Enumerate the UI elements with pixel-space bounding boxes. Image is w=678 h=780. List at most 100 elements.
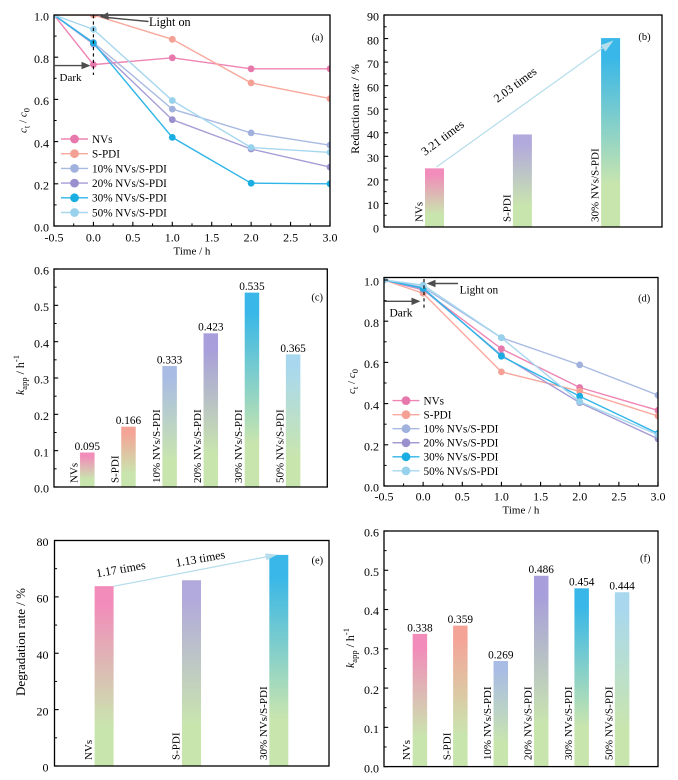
- svg-text:Time / h: Time / h: [174, 245, 211, 257]
- svg-text:2.5: 2.5: [611, 489, 626, 503]
- svg-text:0.6: 0.6: [34, 264, 49, 278]
- svg-text:0.0: 0.0: [416, 489, 431, 503]
- svg-text:0.0: 0.0: [364, 481, 379, 495]
- svg-text:(c): (c): [311, 293, 323, 304]
- svg-text:30: 30: [367, 151, 379, 165]
- svg-text:0: 0: [43, 761, 49, 775]
- svg-text:0.5: 0.5: [34, 300, 49, 314]
- svg-text:0.0: 0.0: [364, 761, 379, 775]
- svg-text:0.2: 0.2: [34, 409, 49, 423]
- svg-text:0.486: 0.486: [528, 564, 554, 576]
- svg-text:0.8: 0.8: [364, 316, 379, 330]
- svg-text:80: 80: [367, 33, 379, 47]
- svg-text:0.2: 0.2: [34, 179, 49, 193]
- svg-text:NVs: NVs: [69, 463, 81, 483]
- svg-text:80: 80: [37, 535, 49, 549]
- svg-text:0.359: 0.359: [448, 614, 474, 626]
- svg-text:kapp / h-1: kapp / h-1: [11, 355, 29, 395]
- svg-text:0.095: 0.095: [75, 441, 101, 453]
- svg-text:NVs: NVs: [83, 740, 95, 760]
- svg-text:(e): (e): [311, 556, 323, 567]
- svg-text:-0.5: -0.5: [375, 489, 394, 503]
- svg-text:90: 90: [367, 10, 379, 24]
- svg-text:60: 60: [37, 592, 49, 606]
- svg-text:30% NVs/S-PDI: 30% NVs/S-PDI: [258, 686, 270, 760]
- svg-text:S-PDI: S-PDI: [171, 732, 183, 760]
- svg-text:Degradation rate / %: Degradation rate / %: [13, 588, 28, 696]
- svg-text:Reduction rate / %: Reduction rate / %: [348, 64, 362, 154]
- svg-text:NVs: NVs: [401, 740, 413, 760]
- svg-text:40: 40: [367, 128, 379, 142]
- svg-text:20% NVs/S-PDI: 20% NVs/S-PDI: [424, 438, 499, 450]
- svg-text:1.0: 1.0: [34, 10, 49, 24]
- svg-text:0.269: 0.269: [488, 649, 514, 661]
- svg-text:0.3: 0.3: [34, 373, 49, 387]
- svg-text:0.2: 0.2: [364, 440, 379, 454]
- svg-text:50% NVs/S-PDI: 50% NVs/S-PDI: [274, 409, 286, 483]
- svg-text:0.5: 0.5: [455, 489, 470, 503]
- svg-text:0.3: 0.3: [364, 644, 379, 658]
- svg-text:0.4: 0.4: [34, 136, 49, 150]
- svg-text:0.1: 0.1: [364, 722, 379, 736]
- svg-text:0.0: 0.0: [86, 230, 101, 244]
- svg-text:Light on: Light on: [460, 285, 499, 297]
- svg-text:0.6: 0.6: [364, 357, 379, 371]
- svg-text:1.5: 1.5: [204, 230, 219, 244]
- svg-text:3.0: 3.0: [651, 489, 666, 503]
- svg-text:0.333: 0.333: [157, 354, 183, 366]
- svg-text:0.535: 0.535: [239, 281, 265, 293]
- svg-text:1.0: 1.0: [494, 489, 509, 503]
- svg-text:0.1: 0.1: [34, 445, 49, 459]
- svg-text:10% NVs/S-PDI: 10% NVs/S-PDI: [92, 163, 167, 175]
- svg-text:0.8: 0.8: [34, 52, 49, 66]
- svg-text:20% NVs/S-PDI: 20% NVs/S-PDI: [192, 409, 204, 483]
- svg-text:0.5: 0.5: [125, 230, 140, 244]
- svg-text:50% NVs/S-PDI: 50% NVs/S-PDI: [603, 686, 615, 760]
- svg-text:1.0: 1.0: [364, 275, 379, 289]
- svg-text:10% NVs/S-PDI: 10% NVs/S-PDI: [424, 424, 499, 436]
- svg-text:0.4: 0.4: [34, 336, 49, 350]
- svg-text:S-PDI: S-PDI: [442, 732, 454, 760]
- svg-text:1.5: 1.5: [533, 489, 548, 503]
- svg-text:0.0: 0.0: [34, 482, 49, 496]
- svg-text:ct / c0: ct / c0: [346, 369, 360, 394]
- svg-text:30% NVs/S-PDI: 30% NVs/S-PDI: [424, 452, 499, 464]
- svg-text:10: 10: [367, 198, 379, 212]
- svg-text:0.423: 0.423: [198, 322, 224, 334]
- svg-text:Dark: Dark: [60, 72, 82, 84]
- svg-text:0.365: 0.365: [280, 343, 306, 355]
- svg-text:S-PDI: S-PDI: [92, 149, 120, 161]
- svg-text:ct / c0: ct / c0: [18, 108, 32, 133]
- svg-text:0.454: 0.454: [569, 577, 595, 589]
- svg-text:Light on: Light on: [149, 15, 191, 29]
- svg-text:20% NVs/S-PDI: 20% NVs/S-PDI: [523, 686, 535, 760]
- svg-text:2.5: 2.5: [283, 230, 298, 244]
- svg-text:Dark: Dark: [390, 307, 413, 319]
- svg-text:50: 50: [367, 104, 379, 118]
- svg-text:S-PDI: S-PDI: [110, 455, 122, 483]
- svg-text:S-PDI: S-PDI: [424, 410, 452, 422]
- svg-text:NVs: NVs: [92, 134, 113, 146]
- svg-text:-0.5: -0.5: [45, 230, 64, 244]
- svg-text:1.0: 1.0: [165, 230, 180, 244]
- svg-text:0: 0: [373, 222, 379, 236]
- svg-text:0.444: 0.444: [609, 581, 635, 593]
- svg-text:0.166: 0.166: [116, 415, 142, 427]
- svg-text:60: 60: [367, 80, 379, 94]
- svg-text:kapp / h-1: kapp / h-1: [341, 628, 359, 668]
- svg-text:(f): (f): [640, 553, 651, 564]
- svg-text:0.5: 0.5: [364, 565, 379, 579]
- svg-text:20% NVs/S-PDI: 20% NVs/S-PDI: [92, 178, 167, 190]
- svg-text:40: 40: [37, 648, 49, 662]
- svg-text:20: 20: [367, 175, 379, 189]
- svg-text:30% NVs/S-PDI: 30% NVs/S-PDI: [92, 193, 167, 205]
- svg-text:(a): (a): [312, 32, 324, 43]
- svg-text:3.0: 3.0: [323, 230, 338, 244]
- svg-text:2.0: 2.0: [572, 489, 587, 503]
- svg-text:(d): (d): [638, 293, 651, 304]
- svg-text:0.6: 0.6: [34, 94, 49, 108]
- svg-text:S-PDI: S-PDI: [501, 194, 513, 222]
- svg-text:0.6: 0.6: [364, 526, 379, 540]
- svg-text:70: 70: [367, 57, 379, 71]
- svg-text:(b): (b): [638, 32, 651, 43]
